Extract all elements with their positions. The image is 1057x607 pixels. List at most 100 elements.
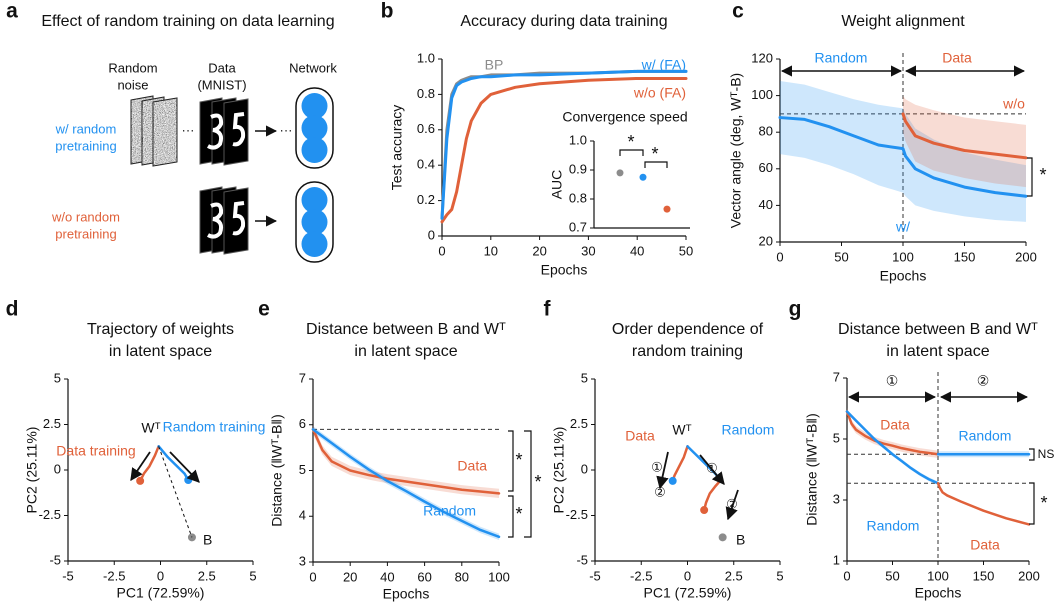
y-tick-label: 0: [54, 461, 61, 476]
column-header: Data: [208, 60, 236, 75]
column-header: (MNIST): [197, 77, 246, 92]
annotation: ①: [651, 459, 663, 474]
y-axis-label: Distance (‖Wᵀ-B‖): [804, 413, 820, 526]
x-tick-label: 200: [1015, 249, 1037, 264]
series-line: [157, 445, 190, 482]
x-tick-label: 40: [630, 243, 644, 258]
x-tick-label: 20: [532, 243, 546, 258]
row-label: pretraining: [55, 138, 116, 153]
x-tick-label: 0: [843, 568, 850, 583]
dot: [616, 169, 624, 177]
panel-label: g: [789, 298, 802, 321]
x-tick-label: -2.5: [630, 568, 652, 583]
arrow: [725, 489, 739, 521]
y-tick-label: 0.8: [569, 190, 587, 205]
diagram-title: Effect of random training on data learni…: [41, 13, 334, 30]
y-tick-label: -5: [49, 552, 61, 567]
y-tick-label: 100: [751, 87, 773, 102]
panel-label: c: [732, 0, 744, 23]
chart-title: Convergence speed: [562, 109, 687, 125]
significance-bracket: [644, 161, 668, 168]
panel-label: a: [6, 0, 18, 23]
y-tick-label: 3: [299, 553, 306, 568]
significance-bracket: [508, 495, 514, 538]
chart-title: Weight alignment: [841, 13, 965, 30]
y-tick-label: 7: [299, 370, 306, 385]
confidence-band: [847, 409, 938, 486]
annotation: *: [651, 144, 658, 164]
series-label: Data: [457, 458, 487, 474]
column-header: Random: [108, 60, 157, 75]
y-tick-label: 0.9: [569, 161, 587, 176]
annotation: NS: [1038, 447, 1055, 461]
chart-title: random training: [632, 343, 743, 360]
annotation: Random: [815, 50, 868, 66]
network: [295, 181, 334, 263]
y-axis-label: PC2 (25.11%): [551, 427, 567, 514]
series-label: BP: [485, 57, 504, 73]
series-line: [440, 76, 688, 224]
x-tick-label: 2.5: [198, 568, 216, 583]
x-tick-label: 0: [776, 249, 783, 264]
x-tick-label: 2.5: [725, 568, 743, 583]
reference-line: [158, 446, 193, 538]
annotation: ①: [706, 460, 718, 475]
column-header: noise: [117, 77, 148, 92]
chart-title: Accuracy during data training: [460, 13, 667, 30]
noise-stack: [130, 95, 178, 167]
series-label: Random training: [163, 419, 266, 435]
annotation: *: [627, 132, 634, 152]
series-line: [702, 478, 723, 512]
chart-title: in latent space: [109, 343, 212, 360]
chart-title: Distance between B and Wᵀ: [306, 321, 506, 338]
series-label: Random: [423, 503, 476, 519]
dot: [639, 173, 647, 181]
annotation: *: [1039, 165, 1046, 185]
x-tick-label: 100: [488, 569, 510, 584]
chart-title: in latent space: [354, 343, 457, 360]
panel-label: f: [544, 298, 552, 321]
series-label: w/o (FA): [633, 85, 686, 101]
y-tick-label: 3: [833, 491, 840, 506]
y-tick-label: 5: [581, 370, 588, 385]
y-tick-label: 0.4: [417, 157, 435, 172]
significance-bracket: [524, 430, 532, 538]
series-line: [845, 410, 940, 485]
x-tick-label: -5: [62, 568, 74, 583]
y-tick-label: 5: [299, 462, 306, 477]
series-label: Data: [625, 428, 655, 444]
row-label: w/ random: [55, 121, 117, 136]
y-tick-label: 1: [833, 552, 840, 567]
x-axis-label: PC1 (72.59%): [117, 585, 205, 601]
ellipsis: ···: [280, 122, 293, 137]
column-header: Network: [289, 60, 337, 75]
y-tick-label: 7: [833, 369, 840, 384]
arrow: [699, 454, 725, 485]
x-axis-label: PC1 (72.59%): [644, 585, 732, 601]
series-label: w/ (FA): [641, 57, 686, 73]
x-tick-label: 60: [417, 569, 431, 584]
network: [295, 87, 334, 169]
annotation: ①: [886, 373, 899, 389]
annotation: *: [534, 472, 541, 492]
annotation: Data: [942, 50, 972, 66]
panel-label: e: [258, 298, 270, 321]
x-tick-label: 40: [380, 569, 394, 584]
series-label: Random: [959, 428, 1012, 444]
end-point: [136, 476, 145, 485]
x-axis-label: Epochs: [541, 262, 588, 278]
x-tick-label: 5: [776, 568, 783, 583]
arrow: [130, 451, 151, 482]
significance-bracket: [619, 149, 644, 156]
y-tick-label: 5: [54, 370, 61, 385]
x-tick-label: 10: [484, 243, 498, 258]
y-axis-label: Distance (‖Wᵀ-B‖): [269, 414, 285, 527]
y-tick-label: 60: [759, 160, 773, 175]
x-tick-label: 150: [954, 249, 976, 264]
x-tick-label: 150: [973, 568, 995, 583]
panel-label: d: [6, 298, 19, 321]
end-point: [184, 476, 193, 485]
x-tick-label: 50: [834, 249, 848, 264]
series-line: [901, 112, 1028, 160]
ellipsis: ···: [182, 122, 195, 137]
